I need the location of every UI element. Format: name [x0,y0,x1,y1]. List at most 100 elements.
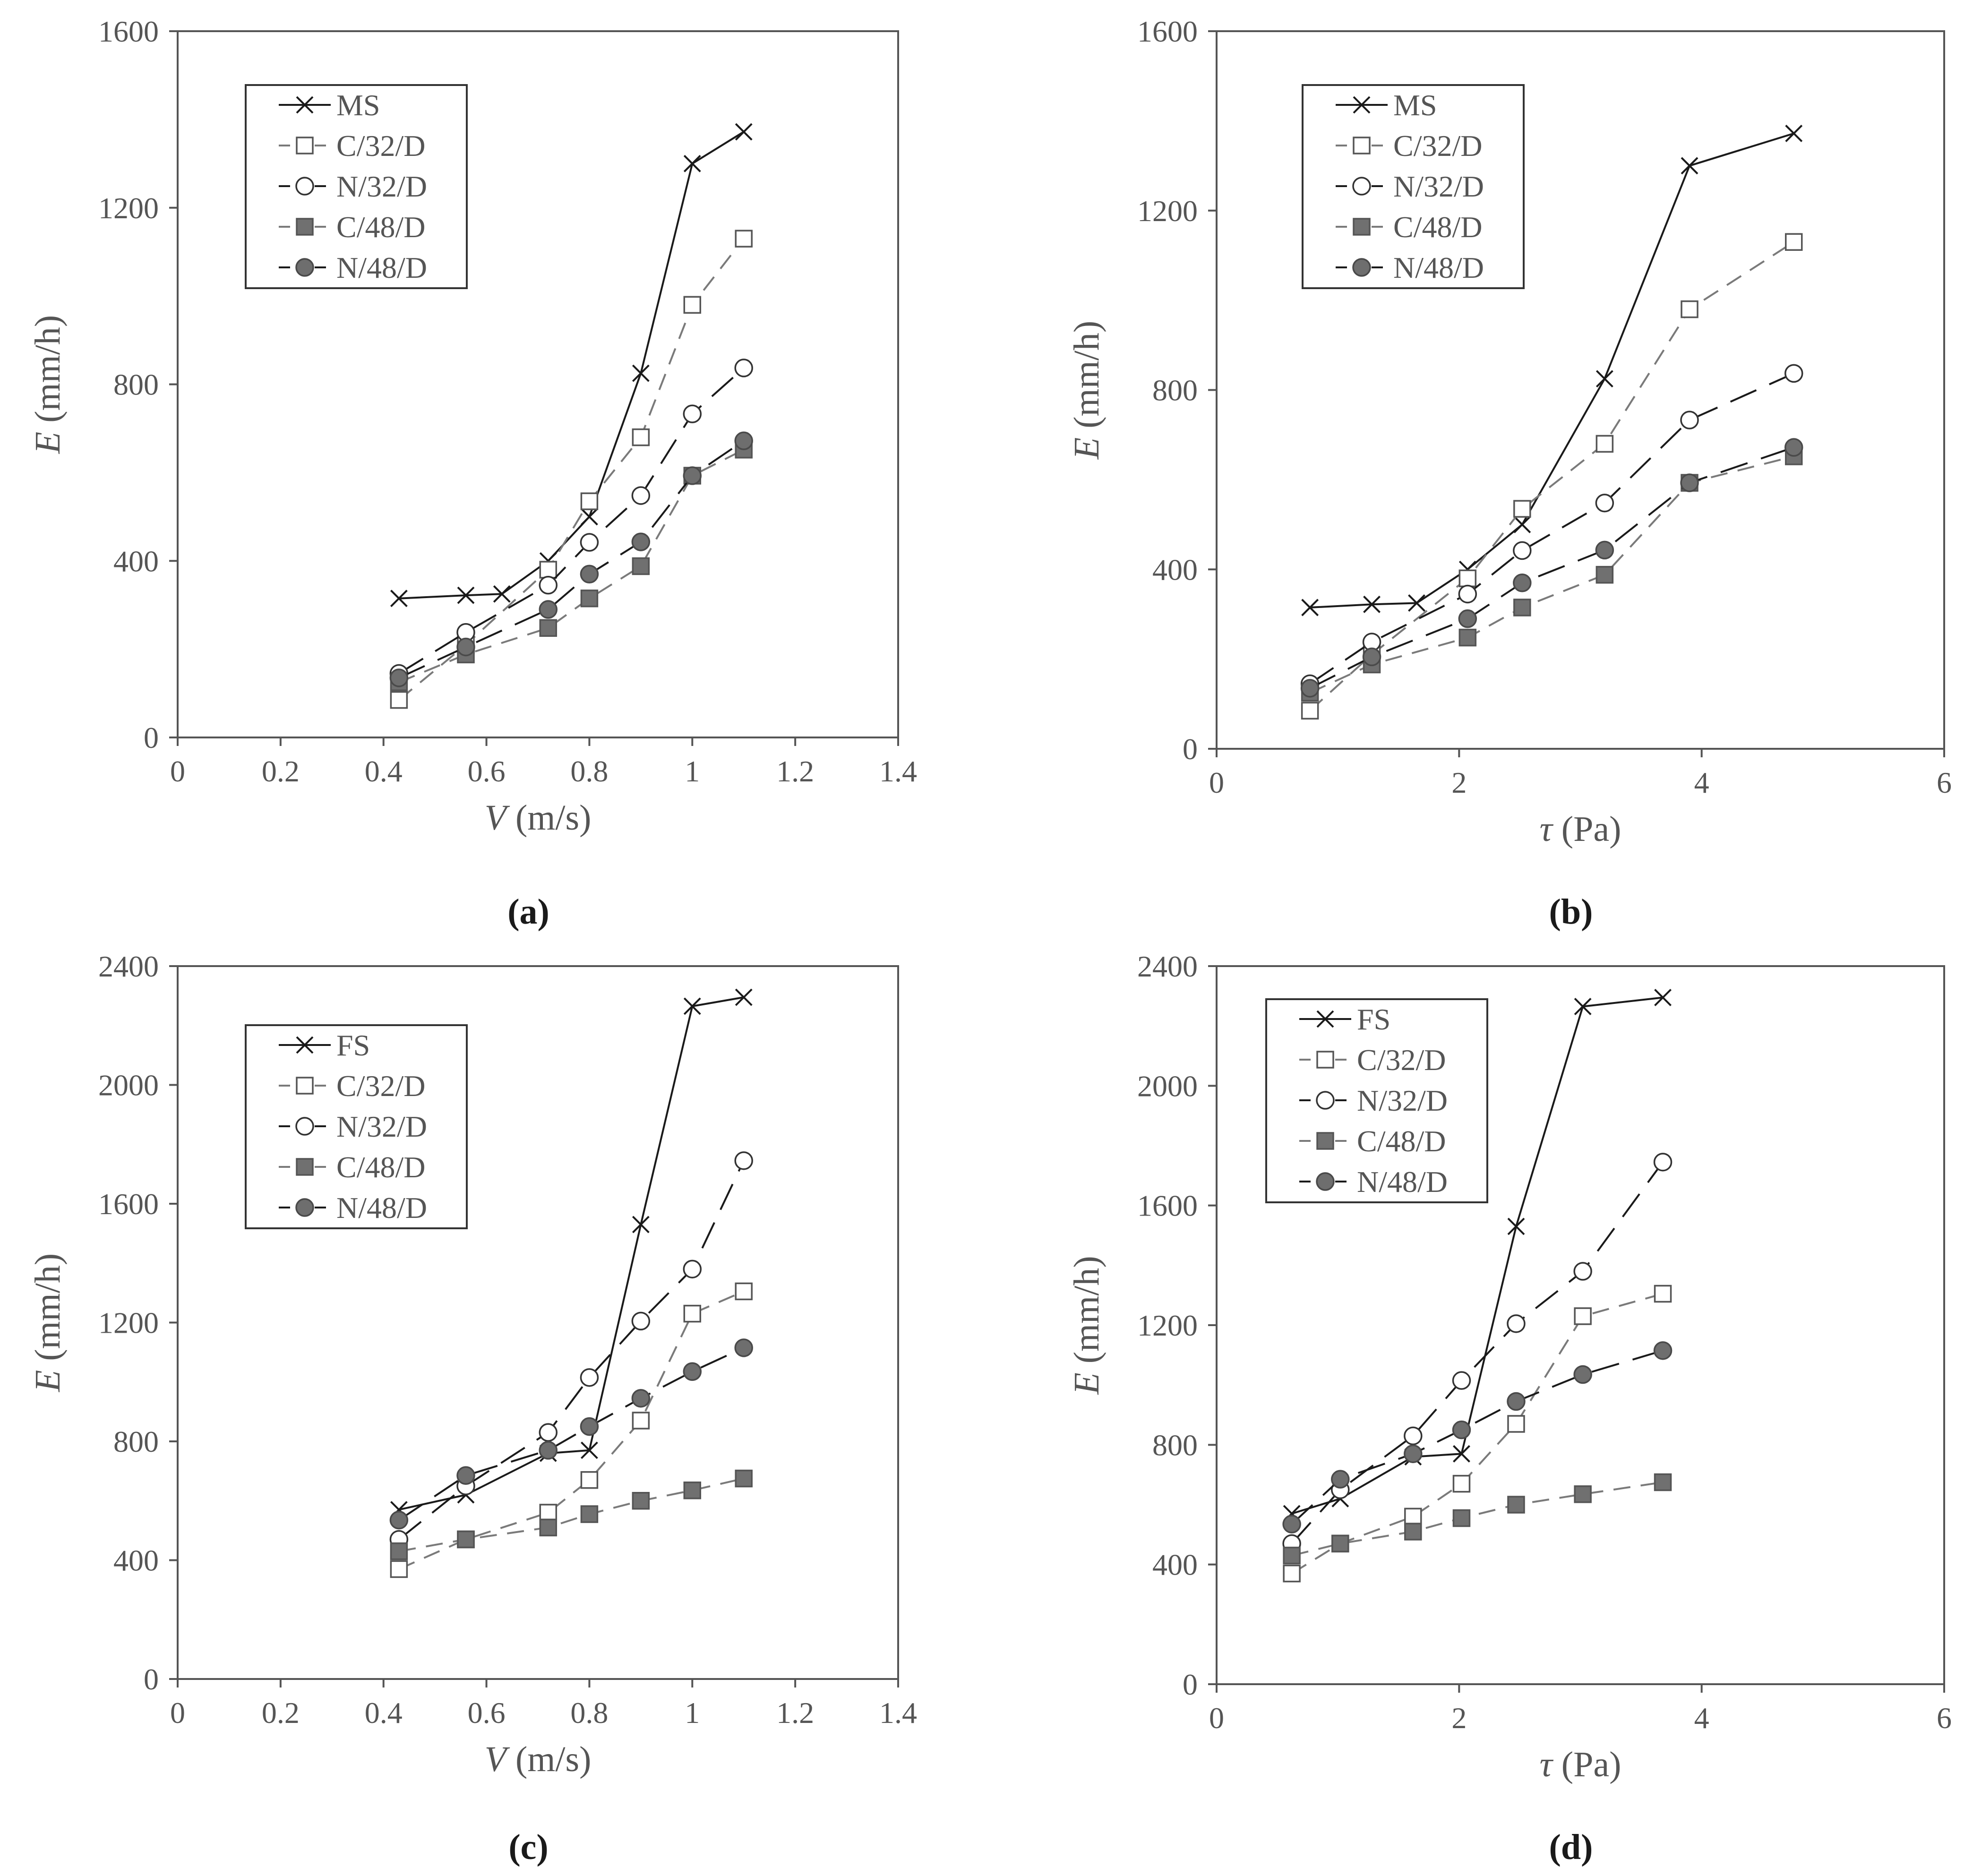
data-point [632,1216,650,1234]
data-point [1784,233,1803,251]
x-tick-label: 2 [1451,766,1467,799]
series-c-48-d [1283,1473,1672,1565]
data-point [683,1481,702,1499]
y-tick-label: 0 [1183,732,1198,766]
legend-label: N/48/D [336,251,427,284]
legend-item: FS [1299,1002,1390,1036]
x-tick-label: 1 [685,754,700,788]
data-point [580,1505,599,1523]
legend-marker [1316,1132,1334,1150]
x-tick-label: 0 [1209,1701,1224,1735]
data-point [580,1471,599,1489]
data-point [1408,594,1425,612]
data-point [390,1560,408,1578]
data-point [735,1282,753,1301]
data-point [1681,300,1698,318]
data-point [683,997,701,1015]
y-tick-label: 2400 [98,950,159,983]
legend-item: N/32/D [279,170,427,203]
legend-item: N/48/D [279,1191,427,1225]
data-point [1452,1474,1471,1493]
y-tick-label: 0 [144,1662,159,1696]
legend-marker [296,1077,314,1095]
x-tick-label: 0.2 [262,754,300,788]
x-tick-label: 0.4 [365,754,403,788]
x-tick-label: 2 [1451,1701,1467,1735]
data-point [1452,1371,1471,1390]
data-point [1331,1470,1350,1489]
y-tick-label: 800 [113,368,159,402]
legend-label: MS [1393,88,1437,122]
series-line [1309,241,1794,711]
legend-box [245,1024,468,1229]
y-tick-label: 2000 [1137,1069,1198,1103]
chart-panel-d: 0 400 800 1200 1600 2000 2400 0 2 4 6 τ (Pa) E (mm/h… [1067,950,1952,1867]
y-tick-label: 400 [1152,553,1198,586]
data-point [1513,500,1531,518]
legend-label: C/32/D [1357,1043,1446,1077]
data-point [1574,998,1592,1015]
y-axis-label-symbol: E [1067,437,1107,460]
data-point [1653,1153,1673,1172]
y-tick-label: 1200 [98,191,159,225]
data-point [457,1530,475,1549]
x-axis-label: τ (Pa) [1540,809,1621,849]
y-axis-label: E (mm/h) [1067,321,1107,460]
y-axis-label: E (mm/h) [1067,1256,1107,1395]
legend-marker [296,1158,314,1176]
panel-label: (b) [1549,892,1593,932]
data-point [1574,1307,1592,1325]
data-point [1595,540,1614,560]
legend-item: MS [279,88,380,122]
y-tick-label: 1200 [1137,194,1198,228]
data-point [390,691,408,709]
y-axis-label-unit: (mm/h) [1067,1256,1107,1372]
data-point [1283,1546,1301,1565]
data-point [1680,473,1699,492]
legend-item: N/48/D [1336,251,1484,284]
data-point [456,637,475,657]
series-n-48-d [389,1338,753,1530]
data-point [539,619,558,637]
data-point [1301,599,1319,617]
data-point [632,557,650,575]
data-point [539,1504,558,1522]
y-tick-label: 800 [113,1425,159,1458]
x-axis-label: V (m/s) [485,798,592,838]
data-point [1513,599,1531,617]
legend-label: MS [336,88,380,122]
legend-label: C/48/D [1357,1124,1446,1158]
data-point [539,1441,558,1460]
data-point [1595,493,1614,513]
data-point [1404,1508,1422,1526]
legend-marker [1353,137,1371,154]
data-point [580,492,599,510]
data-point [631,1311,651,1331]
data-point [1784,364,1803,383]
legend-label: N/48/D [1357,1165,1448,1199]
data-point [493,585,511,603]
series-n-48-d [389,431,753,687]
data-point [631,532,651,551]
legend-label: N/48/D [1393,251,1484,284]
x-axis-label-unit: (Pa) [1553,1745,1621,1784]
x-tick-label: 1 [685,1696,700,1730]
data-point [735,230,753,248]
data-point [539,1423,558,1442]
data-point [683,404,702,423]
x-axis-label-symbol: τ [1540,1745,1554,1784]
legend-label: N/32/D [336,170,427,203]
data-point [581,1441,598,1459]
legend-marker [1316,1172,1335,1191]
data-point [1507,1314,1526,1333]
series-n-32-d [389,1151,753,1549]
panel-label: (c) [508,1827,548,1867]
legend: FS C/32/D N/32/D C/48/D N/48/D [1265,998,1488,1203]
chart-panel-b: 0 400 800 1200 1600 0 2 4 6 τ (Pa) E (mm/h) (b) MS C/… [1067,15,1952,932]
y-tick-label: 2400 [1137,950,1198,983]
series-line [398,1290,744,1570]
x-axis-label: V (m/s) [485,1739,592,1779]
data-point [1784,438,1803,457]
legend-marker [1352,258,1371,277]
legend-label: N/32/D [1393,170,1484,203]
